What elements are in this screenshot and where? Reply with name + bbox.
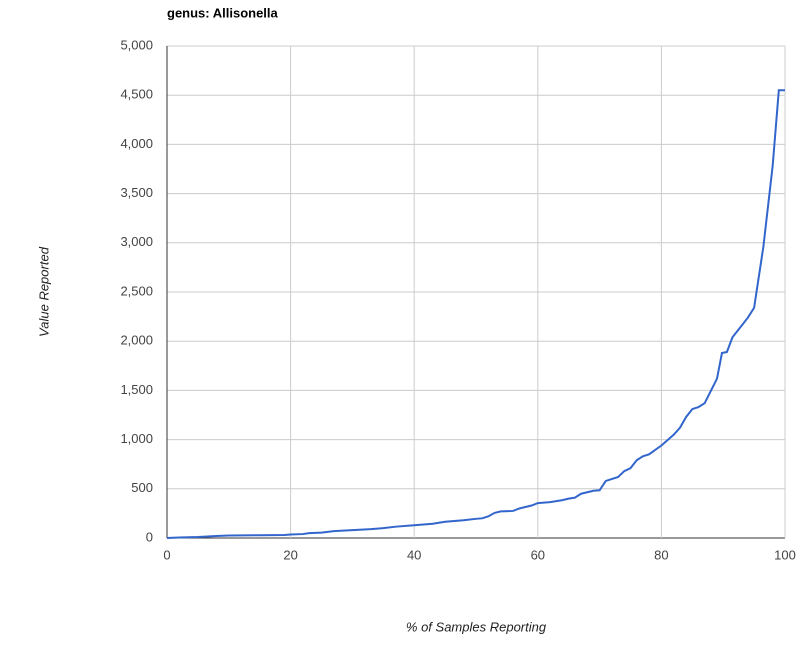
y-tick-label: 3,500 (120, 185, 153, 200)
y-tick-label: 2,500 (120, 283, 153, 298)
x-tick-label: 100 (774, 547, 796, 562)
y-tick-label: 4,000 (120, 136, 153, 151)
y-tick-label: 5,000 (120, 37, 153, 52)
y-tick-label: 1,500 (120, 382, 153, 397)
y-tick-label: 3,000 (120, 234, 153, 249)
data-line (166, 89, 785, 539)
x-tick-label: 20 (283, 547, 297, 562)
chart-title: genus: Allisonella (167, 5, 279, 20)
y-tick-label: 2,000 (120, 333, 153, 348)
y-tick-label: 1,000 (120, 431, 153, 446)
x-tick-label: 40 (407, 547, 421, 562)
y-tick-label: 4,500 (120, 87, 153, 102)
y-tick-label: 500 (131, 480, 153, 495)
y-axis-title: Value Reported (36, 246, 51, 337)
x-tick-label: 60 (531, 547, 545, 562)
x-tick-label: 80 (654, 547, 668, 562)
y-tick-label: 0 (146, 529, 153, 544)
x-axis-title: % of Samples Reporting (406, 619, 547, 634)
x-tick-label: 0 (163, 547, 170, 562)
